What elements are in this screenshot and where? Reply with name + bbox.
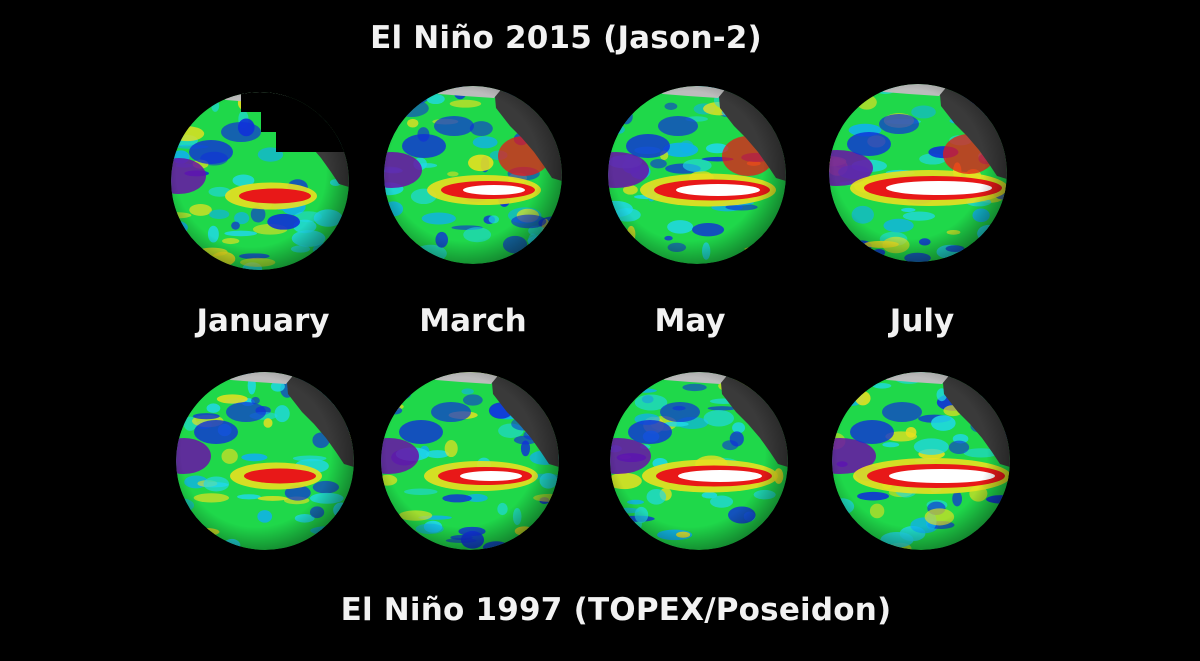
month-label-march: March — [419, 303, 527, 339]
month-label-january: January — [196, 303, 330, 339]
title-1997: El Niño 1997 (TOPEX/Poseidon) — [340, 592, 892, 628]
globe-1997-march — [381, 372, 559, 550]
globe-2015-may — [608, 86, 786, 264]
globe-2015-january — [171, 92, 349, 270]
globe-2015-march — [384, 86, 562, 264]
title-2015: El Niño 2015 (Jason-2) — [370, 20, 762, 56]
globe-1997-january — [176, 372, 354, 550]
month-label-july: July — [889, 303, 955, 339]
month-label-may: May — [654, 303, 726, 339]
globe-2015-july — [829, 84, 1007, 262]
globe-1997-july — [832, 372, 1010, 550]
globe-1997-may — [610, 372, 788, 550]
